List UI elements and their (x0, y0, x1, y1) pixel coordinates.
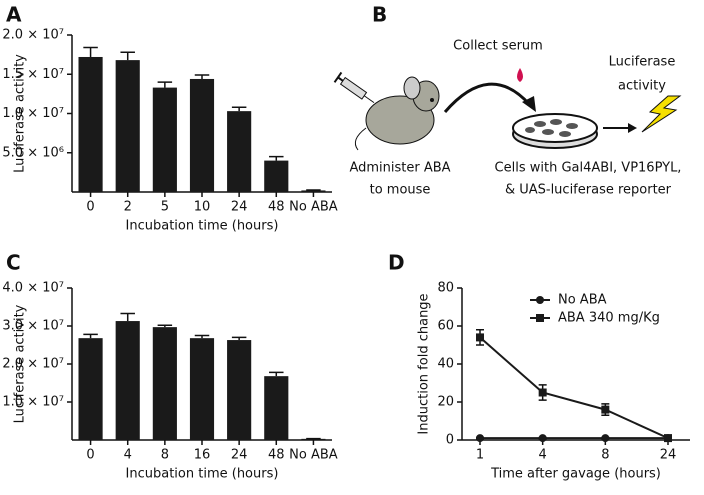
panel-letter: B (372, 3, 387, 27)
error-bar (120, 51, 135, 61)
x-tick-label: 24 (231, 200, 248, 215)
y-tick-label: 1.0 × 10⁷ (2, 106, 64, 121)
y-tick-label: 5.0 × 10⁶ (2, 145, 64, 160)
marker (476, 434, 484, 443)
x-tick-label: 1 (476, 448, 484, 463)
error-bar (269, 155, 284, 161)
x-tick-label: 2 (124, 200, 132, 215)
panel-letter: C (6, 251, 21, 275)
bar (189, 338, 215, 440)
bar (152, 87, 177, 192)
panel-letter: D (388, 251, 405, 275)
marker (601, 434, 610, 443)
x-tick-label: 24 (231, 448, 248, 463)
bar (227, 111, 252, 192)
x-tick-label: 4 (539, 448, 547, 463)
error-bar (83, 46, 98, 57)
diagram-label: Cells with Gal4ABI, VP16PYL, (495, 161, 682, 176)
error-bar (231, 106, 247, 112)
x-tick-label: 8 (601, 448, 609, 463)
y-tick-label: 2.0 × 10⁷ (2, 28, 64, 43)
x-tick-label: 10 (194, 200, 211, 215)
diagram: B Collect serum Luciferase activity Admi… (333, 3, 682, 198)
y-tick-label: 4.0 × 10⁷ (2, 281, 64, 296)
y-tick-label: 40 (437, 357, 454, 372)
y-tick-label: 3.0 × 10⁷ (2, 319, 64, 334)
y-axis-label: Luciferase activity (13, 54, 28, 173)
error-bar (194, 334, 210, 339)
bar (115, 60, 140, 193)
y-tick-label: 0 (446, 433, 454, 448)
x-axis-label: Incubation time (hours) (126, 219, 279, 234)
bar (301, 438, 326, 440)
error-bar (157, 324, 173, 328)
x-tick-label: 24 (660, 448, 677, 463)
bar (115, 321, 140, 440)
bar (189, 78, 215, 192)
error-bar (157, 81, 173, 88)
legend-label: No ABA (558, 293, 607, 308)
error-bar (269, 371, 284, 377)
diagram-label: Luciferase (609, 55, 676, 70)
arrow (443, 82, 532, 113)
marker (538, 388, 547, 397)
error-bar (231, 336, 247, 341)
y-axis-label: Luciferase activity (13, 304, 28, 423)
arrow-head (522, 96, 536, 112)
diagram-label: to mouse (370, 183, 431, 198)
error-bar (194, 74, 210, 79)
mouse-icon (354, 76, 440, 151)
marker (601, 405, 610, 414)
syringe-icon (333, 71, 375, 104)
y-tick-label: 80 (437, 281, 454, 296)
x-tick-label: 4 (124, 448, 132, 463)
x-tick-label: 48 (268, 200, 285, 215)
bar (264, 160, 289, 192)
x-tick-label: 8 (161, 448, 169, 463)
y-tick-label: 2.0 × 10⁷ (2, 357, 64, 372)
x-axis-label: Incubation time (hours) (126, 467, 279, 482)
panel-letter: A (6, 3, 22, 27)
x-tick-label: No ABA (289, 448, 338, 463)
bar (264, 376, 289, 440)
legend-marker (536, 314, 544, 322)
x-tick-label: No ABA (289, 200, 338, 215)
diagram-label: Administer ABA (349, 161, 450, 176)
bar (152, 327, 177, 440)
x-tick-label: 0 (86, 200, 94, 215)
x-tick-label: 5 (161, 200, 169, 215)
dish-icon (512, 113, 598, 149)
bar (78, 56, 103, 193)
y-tick-label: 1.5 × 10⁷ (2, 67, 64, 82)
marker (538, 434, 547, 443)
bar (78, 338, 103, 440)
marker (664, 434, 672, 443)
x-tick-label: 0 (86, 448, 94, 463)
line (479, 336, 669, 440)
y-tick-label: 1.0 × 10⁷ (2, 395, 64, 410)
error-bar (83, 333, 98, 339)
x-tick-label: 48 (268, 448, 285, 463)
legend-marker (536, 296, 544, 304)
y-axis-label: Induction fold change (417, 293, 432, 434)
bar (227, 340, 252, 440)
error-bar (120, 312, 135, 322)
y-tick-label: 20 (437, 395, 454, 410)
diagram-label: activity (618, 79, 666, 94)
lightning-icon (641, 95, 682, 133)
x-axis-label: Time after gavage (hours) (490, 467, 661, 482)
diagram-label: & UAS-luciferase reporter (505, 183, 672, 198)
arrow-head (628, 123, 637, 133)
x-tick-label: 16 (194, 448, 211, 463)
diagram-label: Collect serum (453, 39, 543, 54)
legend-label: ABA 340 mg/Kg (558, 311, 660, 326)
y-tick-label: 60 (437, 319, 454, 334)
bar (301, 190, 326, 192)
serum-drop (517, 68, 523, 82)
marker (476, 333, 484, 342)
